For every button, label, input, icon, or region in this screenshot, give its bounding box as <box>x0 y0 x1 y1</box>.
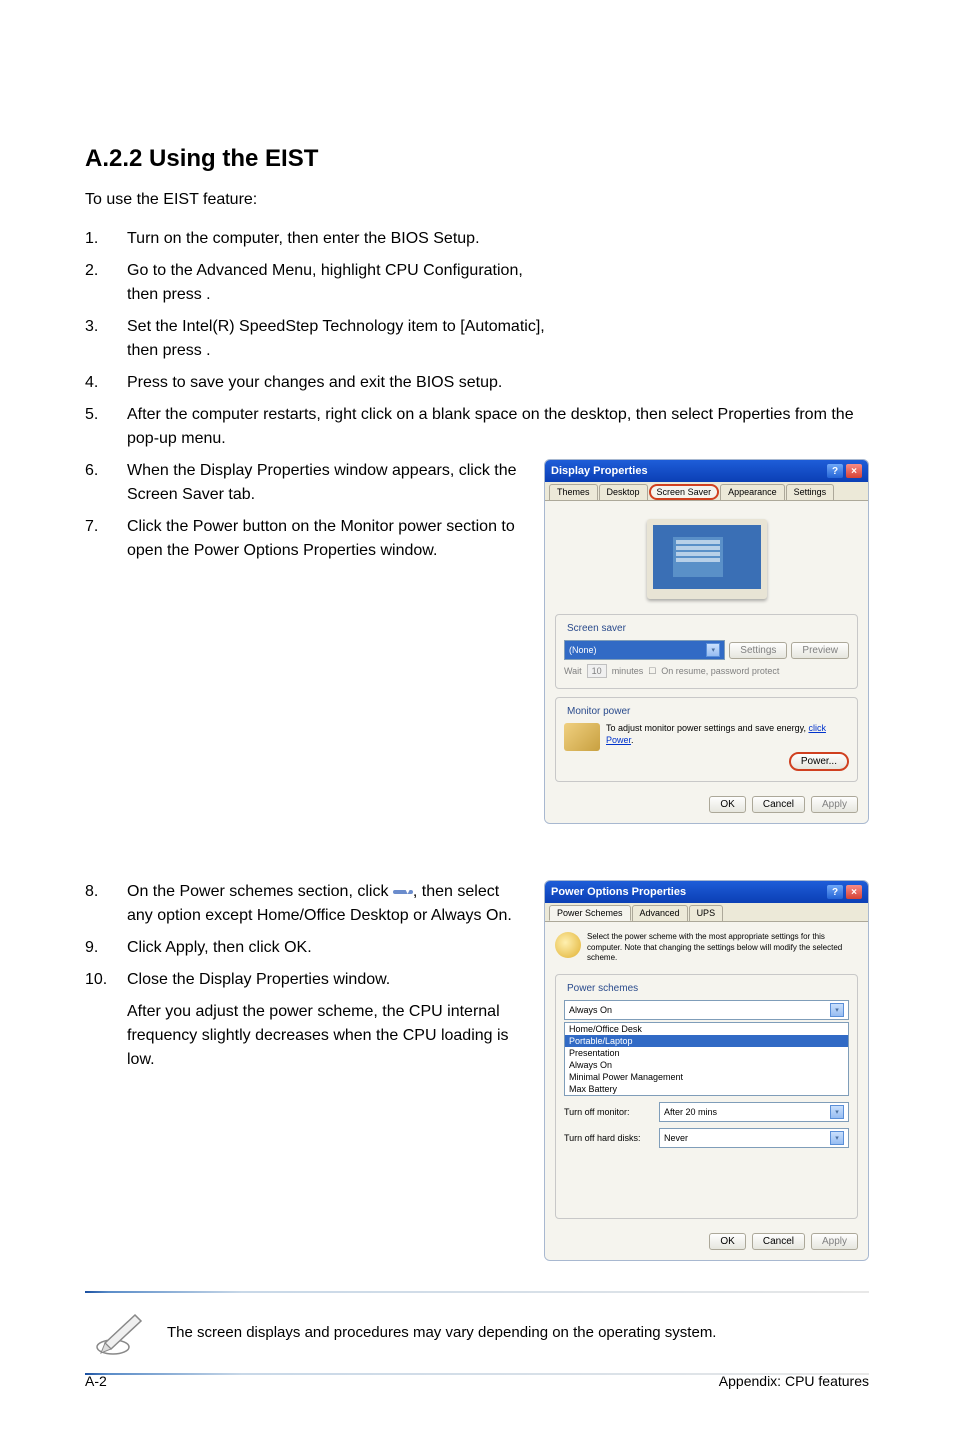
note-divider <box>85 1291 869 1293</box>
steps-top-list: 1.Turn on the computer, then enter the B… <box>85 227 869 451</box>
dialog-title-text: Display Properties <box>551 465 648 477</box>
tab-desktop[interactable]: Desktop <box>599 484 648 500</box>
page-number: A-2 <box>85 1373 107 1389</box>
power-scheme-dropdown[interactable]: Home/Office DeskPortable/LaptopPresentat… <box>564 1022 849 1096</box>
tab-strip: ThemesDesktopScreen SaverAppearanceSetti… <box>545 482 868 500</box>
list-item: 8.On the Power schemes section, click , … <box>85 880 524 928</box>
hd-timeout-select[interactable]: Never▾ <box>659 1128 849 1148</box>
tab-appearance[interactable]: Appearance <box>720 484 785 500</box>
power-button[interactable]: Power... <box>789 752 849 771</box>
help-icon[interactable]: ? <box>827 885 843 899</box>
scheme-description: Select the power scheme with the most ap… <box>587 932 858 963</box>
page-footer: A-2 Appendix: CPU features <box>85 1373 869 1389</box>
tab-power-schemes[interactable]: Power Schemes <box>549 905 631 921</box>
ok-button[interactable]: OK <box>709 796 745 813</box>
dropdown-option[interactable]: Minimal Power Management <box>565 1071 848 1083</box>
close-icon[interactable]: × <box>846 464 862 478</box>
dropdown-option[interactable]: Max Battery <box>565 1083 848 1095</box>
dialog-titlebar: Display Properties ? × <box>545 460 868 482</box>
list-item: 9.Click Apply, then click OK. <box>85 936 524 960</box>
monitor-power-text: To adjust monitor power settings and sav… <box>606 723 849 771</box>
power-scheme-select[interactable]: Always On▾ <box>564 1000 849 1020</box>
monitor-power-label: Monitor power <box>564 706 633 717</box>
pencil-icon <box>95 1307 147 1359</box>
screensaver-select[interactable]: (None)▾ <box>564 640 725 660</box>
section-title: A.2.2 Using the EIST <box>85 145 869 173</box>
apply-button[interactable]: Apply <box>811 796 858 813</box>
list-item: 6.When the Display Properties window app… <box>85 459 524 507</box>
after-note-text: After you adjust the power scheme, the C… <box>85 1000 524 1072</box>
dropdown-option[interactable]: Always On <box>565 1059 848 1071</box>
bulb-icon <box>555 932 581 958</box>
list-item: 3.Set the Intel(R) SpeedStep Technology … <box>85 315 869 363</box>
tab-themes[interactable]: Themes <box>549 484 598 500</box>
chevron-down-icon[interactable]: ▾ <box>830 1003 844 1017</box>
help-icon[interactable]: ? <box>827 464 843 478</box>
display-properties-dialog: Display Properties ? × ThemesDesktopScre… <box>544 459 869 824</box>
list-item: 5.After the computer restarts, right cli… <box>85 403 869 451</box>
dialog-body: Screen saver (None)▾ Settings Preview Wa… <box>545 500 868 823</box>
cancel-button[interactable]: Cancel <box>752 796 805 813</box>
steps-bottom-list: 8.On the Power schemes section, click , … <box>85 880 524 992</box>
list-item: 10.Close the Display Properties window. <box>85 968 524 992</box>
power-schemes-fieldset: Power schemes Always On▾ Home/Office Des… <box>555 974 858 1219</box>
tab-strip: Power SchemesAdvancedUPS <box>545 903 868 921</box>
tab-ups[interactable]: UPS <box>689 905 724 921</box>
cancel-button[interactable]: Cancel <box>752 1233 805 1250</box>
settings-button[interactable]: Settings <box>729 642 787 659</box>
steps-mid-list: 6.When the Display Properties window app… <box>85 459 524 563</box>
chevron-down-icon[interactable]: ▾ <box>706 643 720 657</box>
power-options-dialog: Power Options Properties ? × Power Schem… <box>544 880 869 1260</box>
dropdown-option[interactable]: Home/Office Desk <box>565 1023 848 1035</box>
dialog-body: Select the power scheme with the most ap… <box>545 921 868 1259</box>
wait-row: Wait 10 minutes ☐ On resume, password pr… <box>564 664 849 678</box>
monitor-timeout-select[interactable]: After 20 mins▾ <box>659 1102 849 1122</box>
dialog-title-text: Power Options Properties <box>551 886 686 898</box>
screensaver-label: Screen saver <box>564 623 629 634</box>
note-text: The screen displays and procedures may v… <box>167 1322 716 1343</box>
note-block: The screen displays and procedures may v… <box>85 1307 869 1359</box>
screensaver-fieldset: Screen saver (None)▾ Settings Preview Wa… <box>555 614 858 689</box>
monitor-power-fieldset: Monitor power To adjust monitor power se… <box>555 697 858 782</box>
monitor-preview <box>555 511 858 606</box>
preview-button[interactable]: Preview <box>791 642 849 659</box>
tab-settings[interactable]: Settings <box>786 484 835 500</box>
turn-off-monitor-label: Turn off monitor: <box>564 1107 659 1117</box>
dropdown-icon <box>393 890 413 894</box>
close-icon[interactable]: × <box>846 885 862 899</box>
wait-spinner[interactable]: 10 <box>587 664 607 678</box>
tab-screen-saver[interactable]: Screen Saver <box>649 484 720 500</box>
energy-star-icon <box>564 723 600 751</box>
list-item: 7.Click the Power button on the Monitor … <box>85 515 524 563</box>
footer-title: Appendix: CPU features <box>719 1373 869 1389</box>
apply-button[interactable]: Apply <box>811 1233 858 1250</box>
dialog-titlebar: Power Options Properties ? × <box>545 881 868 903</box>
turn-off-hd-label: Turn off hard disks: <box>564 1133 659 1143</box>
power-schemes-label: Power schemes <box>564 983 641 994</box>
list-item: 4.Press to save your changes and exit th… <box>85 371 869 395</box>
ok-button[interactable]: OK <box>709 1233 745 1250</box>
dropdown-option[interactable]: Presentation <box>565 1047 848 1059</box>
list-item: 2.Go to the Advanced Menu, highlight CPU… <box>85 259 869 307</box>
list-item: 1.Turn on the computer, then enter the B… <box>85 227 869 251</box>
intro-text: To use the EIST feature: <box>85 191 869 209</box>
tab-advanced[interactable]: Advanced <box>632 905 688 921</box>
dropdown-option[interactable]: Portable/Laptop <box>565 1035 848 1047</box>
